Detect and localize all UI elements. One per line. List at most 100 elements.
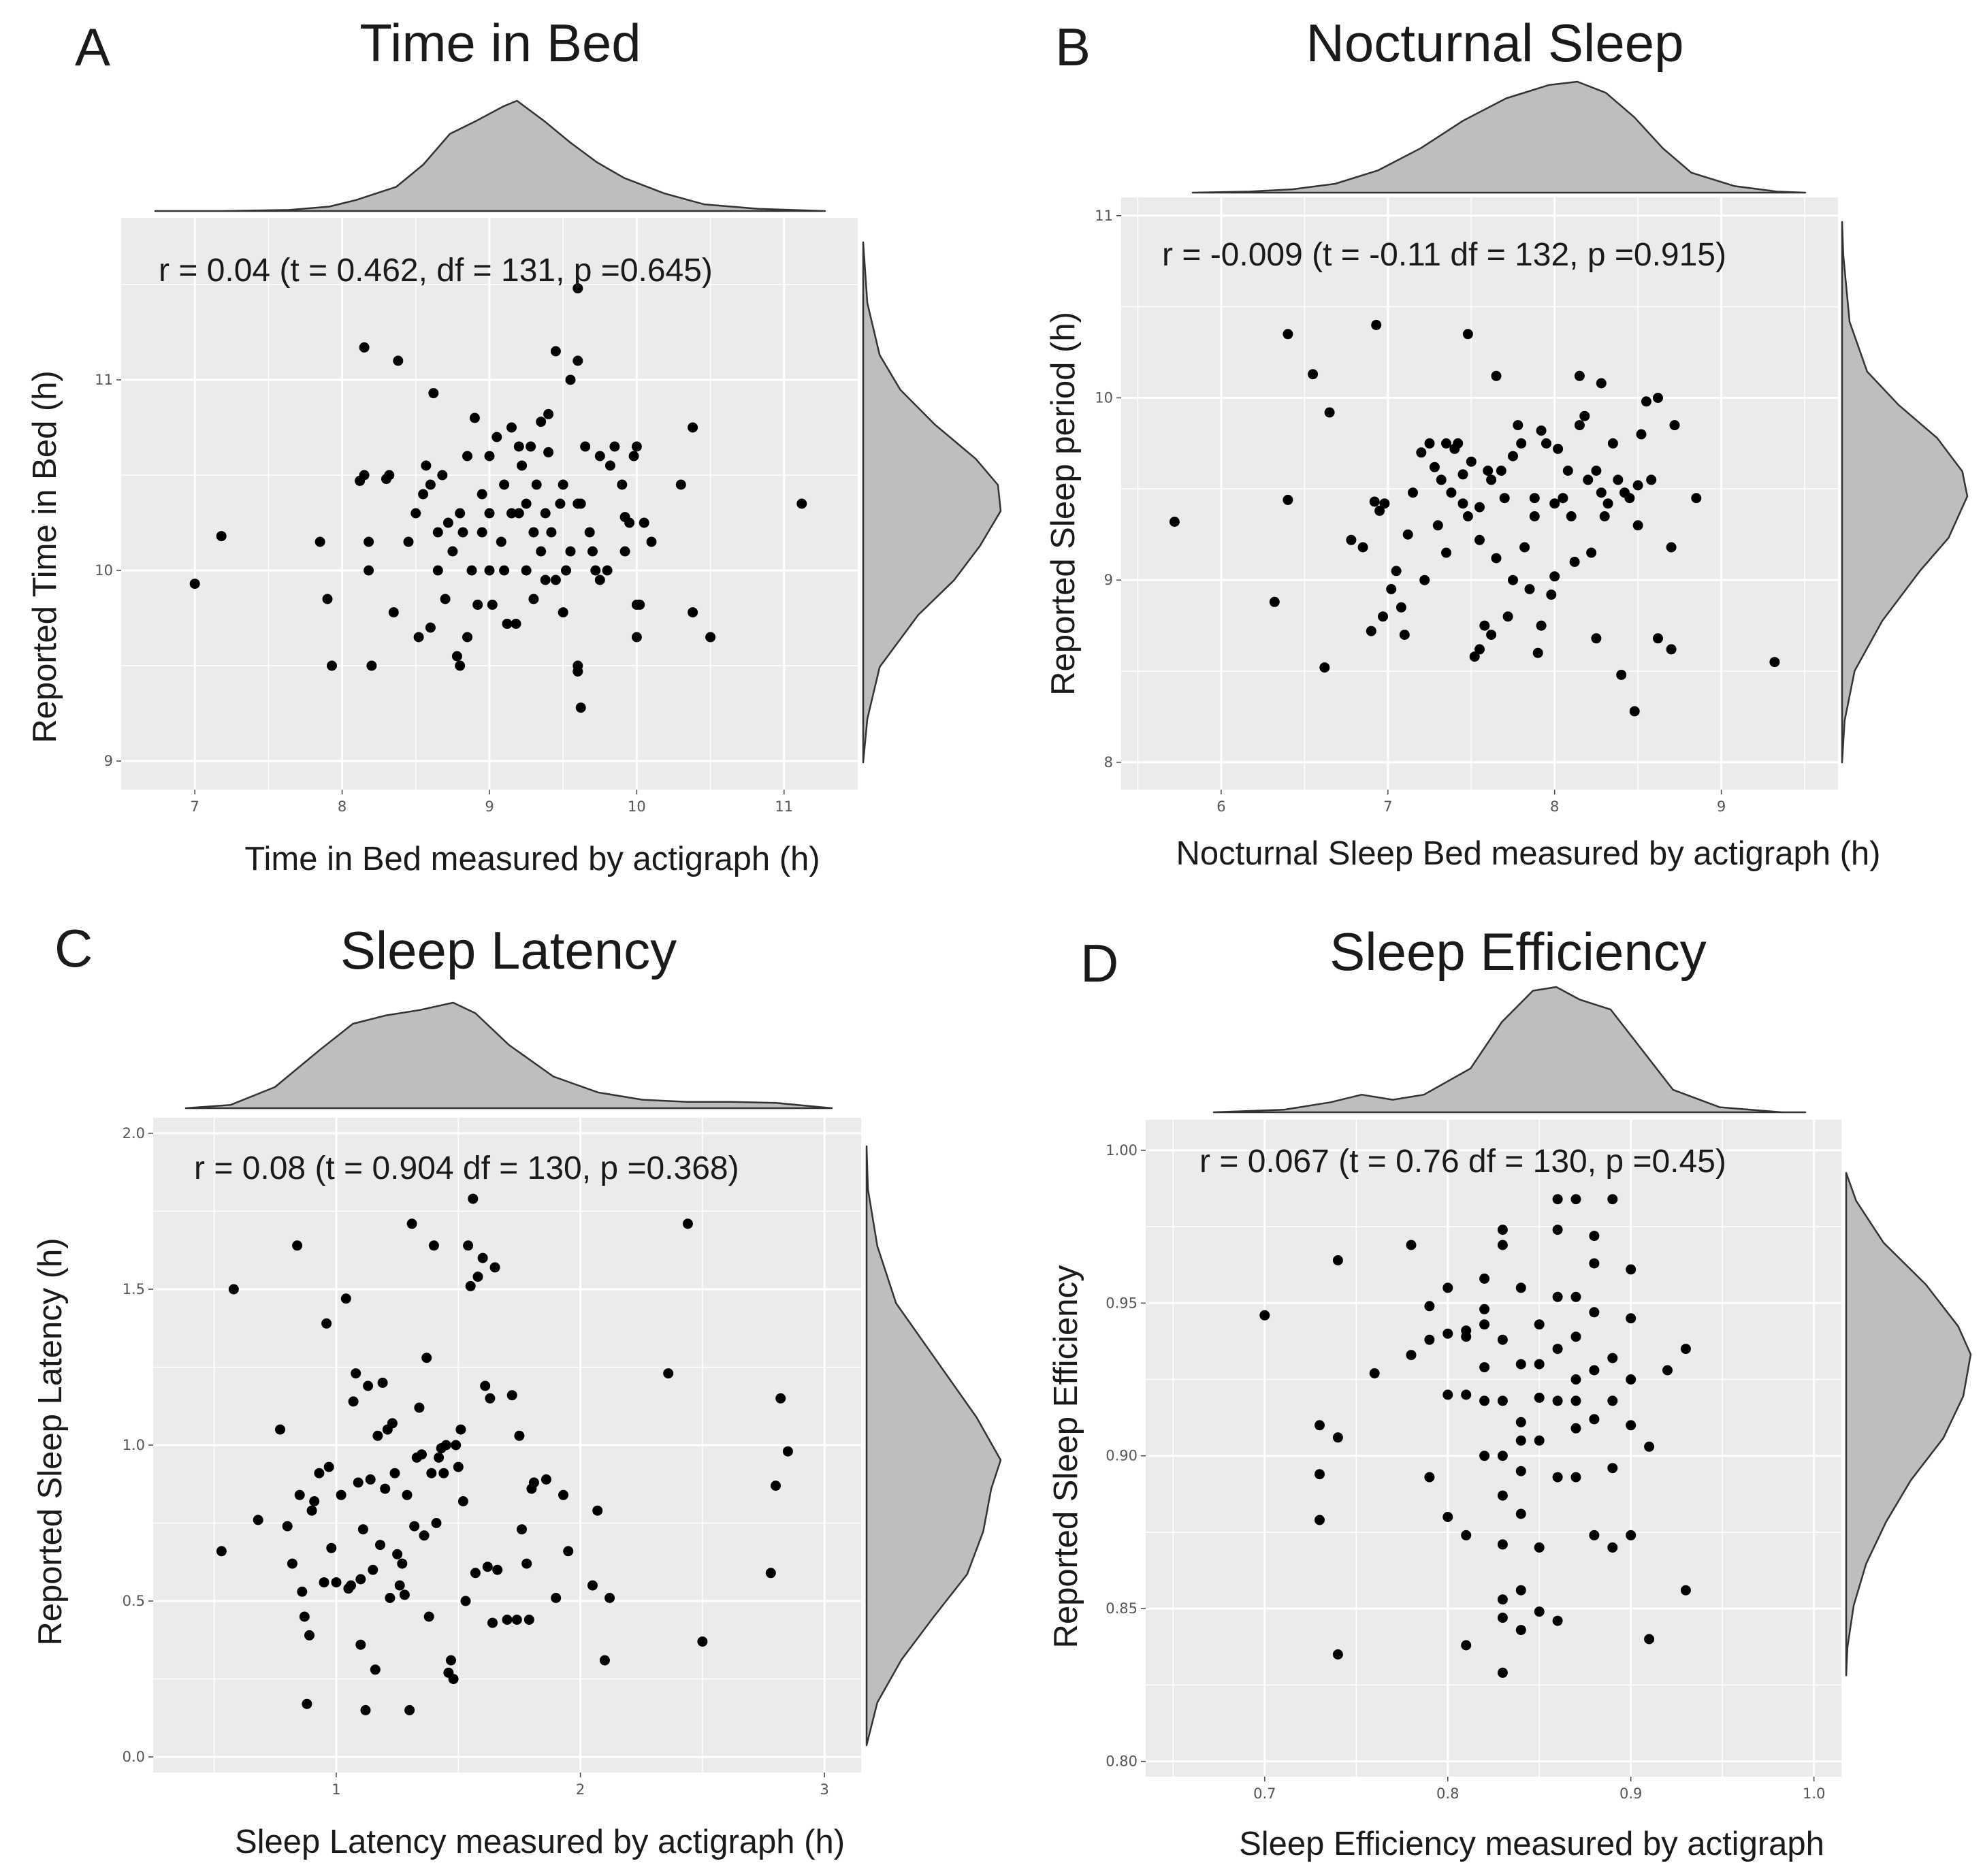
panel-d-annotation: r = 0.067 (t = 0.76 df = 130, p =0.45) [1199, 1144, 1726, 1180]
x-tick-label: 9 [1717, 798, 1726, 815]
data-point [1424, 1334, 1435, 1345]
data-point [765, 1568, 776, 1579]
data-point [1669, 420, 1680, 431]
data-point [1332, 1255, 1343, 1265]
data-point [1534, 1319, 1545, 1330]
data-point [1636, 429, 1647, 440]
panel-a-annotation: r = 0.04 (t = 0.462, df = 131, p =0.645) [159, 253, 713, 289]
y-tick-label: 0.90 [1106, 1448, 1138, 1464]
panel-c-letter: C [54, 918, 93, 978]
data-point [492, 1564, 503, 1575]
data-point [1486, 474, 1497, 485]
data-point [457, 527, 468, 538]
data-point [573, 355, 583, 366]
data-point [389, 1468, 400, 1478]
data-point [1497, 1594, 1508, 1605]
data-point [531, 479, 542, 490]
data-point [1461, 1530, 1472, 1540]
data-point [1391, 566, 1402, 577]
data-point [1429, 462, 1440, 472]
panel-a-y-label: Reported Time in Bed (h) [27, 370, 63, 743]
data-point [513, 508, 524, 519]
data-point [1515, 1435, 1526, 1446]
data-point [346, 1580, 356, 1591]
data-point [377, 1377, 388, 1388]
data-point [502, 1615, 513, 1625]
data-point [628, 451, 639, 462]
data-point [1432, 520, 1443, 531]
panel-b-y-ticks: 8 9 10 11 [1095, 208, 1121, 771]
data-point [425, 479, 436, 490]
data-point [688, 422, 698, 433]
panel-c-title: Sleep Latency [340, 920, 677, 980]
y-tick-label: 0.5 [123, 1593, 145, 1609]
panel-d-top-density [1212, 986, 1807, 1114]
panel-d-right-density [1845, 1171, 1972, 1677]
y-tick-label: 11 [95, 372, 113, 388]
data-point [489, 1262, 500, 1273]
data-point [410, 508, 421, 519]
data-point [550, 575, 561, 585]
data-point [451, 651, 462, 662]
data-point [1319, 662, 1330, 673]
data-point [484, 508, 495, 519]
data-point [1369, 1368, 1380, 1378]
data-point [1169, 517, 1180, 527]
data-point [646, 536, 657, 547]
y-tick-label: 10 [95, 562, 113, 579]
data-point [1569, 556, 1580, 567]
data-point [511, 618, 521, 629]
data-point [561, 565, 571, 576]
data-point [1644, 1441, 1655, 1452]
panel-d-letter: D [1080, 933, 1118, 993]
data-point [1589, 1414, 1600, 1425]
data-point [502, 618, 513, 629]
data-point [555, 498, 566, 509]
data-point [484, 451, 495, 462]
data-point [573, 666, 583, 677]
panel-a-letter: A [75, 17, 110, 77]
data-point [1474, 502, 1485, 513]
data-point [1502, 611, 1513, 622]
data-point [326, 1542, 337, 1553]
data-point [1442, 1512, 1453, 1522]
data-point [1315, 1469, 1325, 1480]
data-point [1534, 1542, 1545, 1553]
data-point [1315, 1515, 1325, 1525]
data-point [437, 470, 448, 481]
data-point [1553, 443, 1564, 454]
data-point [419, 1530, 430, 1541]
data-point [460, 1596, 471, 1606]
data-point [521, 1558, 532, 1569]
data-point [359, 470, 370, 481]
data-point [551, 1593, 562, 1603]
panel-d-x-label: Sleep Efficiency measured by actigraph [1239, 1826, 1824, 1862]
data-point [602, 565, 613, 576]
x-tick-label: 6 [1216, 798, 1225, 815]
data-point [1515, 1466, 1526, 1476]
data-point [216, 531, 227, 542]
data-point [1591, 633, 1602, 644]
data-point [216, 1546, 227, 1557]
y-tick-label: 2.0 [123, 1125, 145, 1142]
data-point [1599, 511, 1610, 521]
data-point [1508, 575, 1518, 585]
data-point [1558, 493, 1568, 504]
data-point [1419, 575, 1430, 585]
panel-b-title: Nocturnal Sleep [1306, 13, 1684, 73]
data-point [421, 1353, 432, 1363]
data-point [1399, 630, 1410, 640]
data-point [1497, 1539, 1508, 1550]
data-point [1586, 547, 1597, 558]
data-point [1324, 407, 1335, 418]
data-point [1462, 511, 1473, 521]
data-point [1357, 542, 1368, 553]
data-point [297, 1586, 308, 1597]
data-point [619, 546, 630, 557]
data-point [442, 517, 453, 528]
panel-b: B Nocturnal Sleep 6 7 8 9 8 9 10 11 r = -0.009… [1045, 13, 1969, 872]
y-tick-label: 1.0 [123, 1437, 145, 1453]
data-point [1315, 1420, 1325, 1431]
data-point [323, 1461, 334, 1472]
data-point [1497, 1667, 1508, 1678]
